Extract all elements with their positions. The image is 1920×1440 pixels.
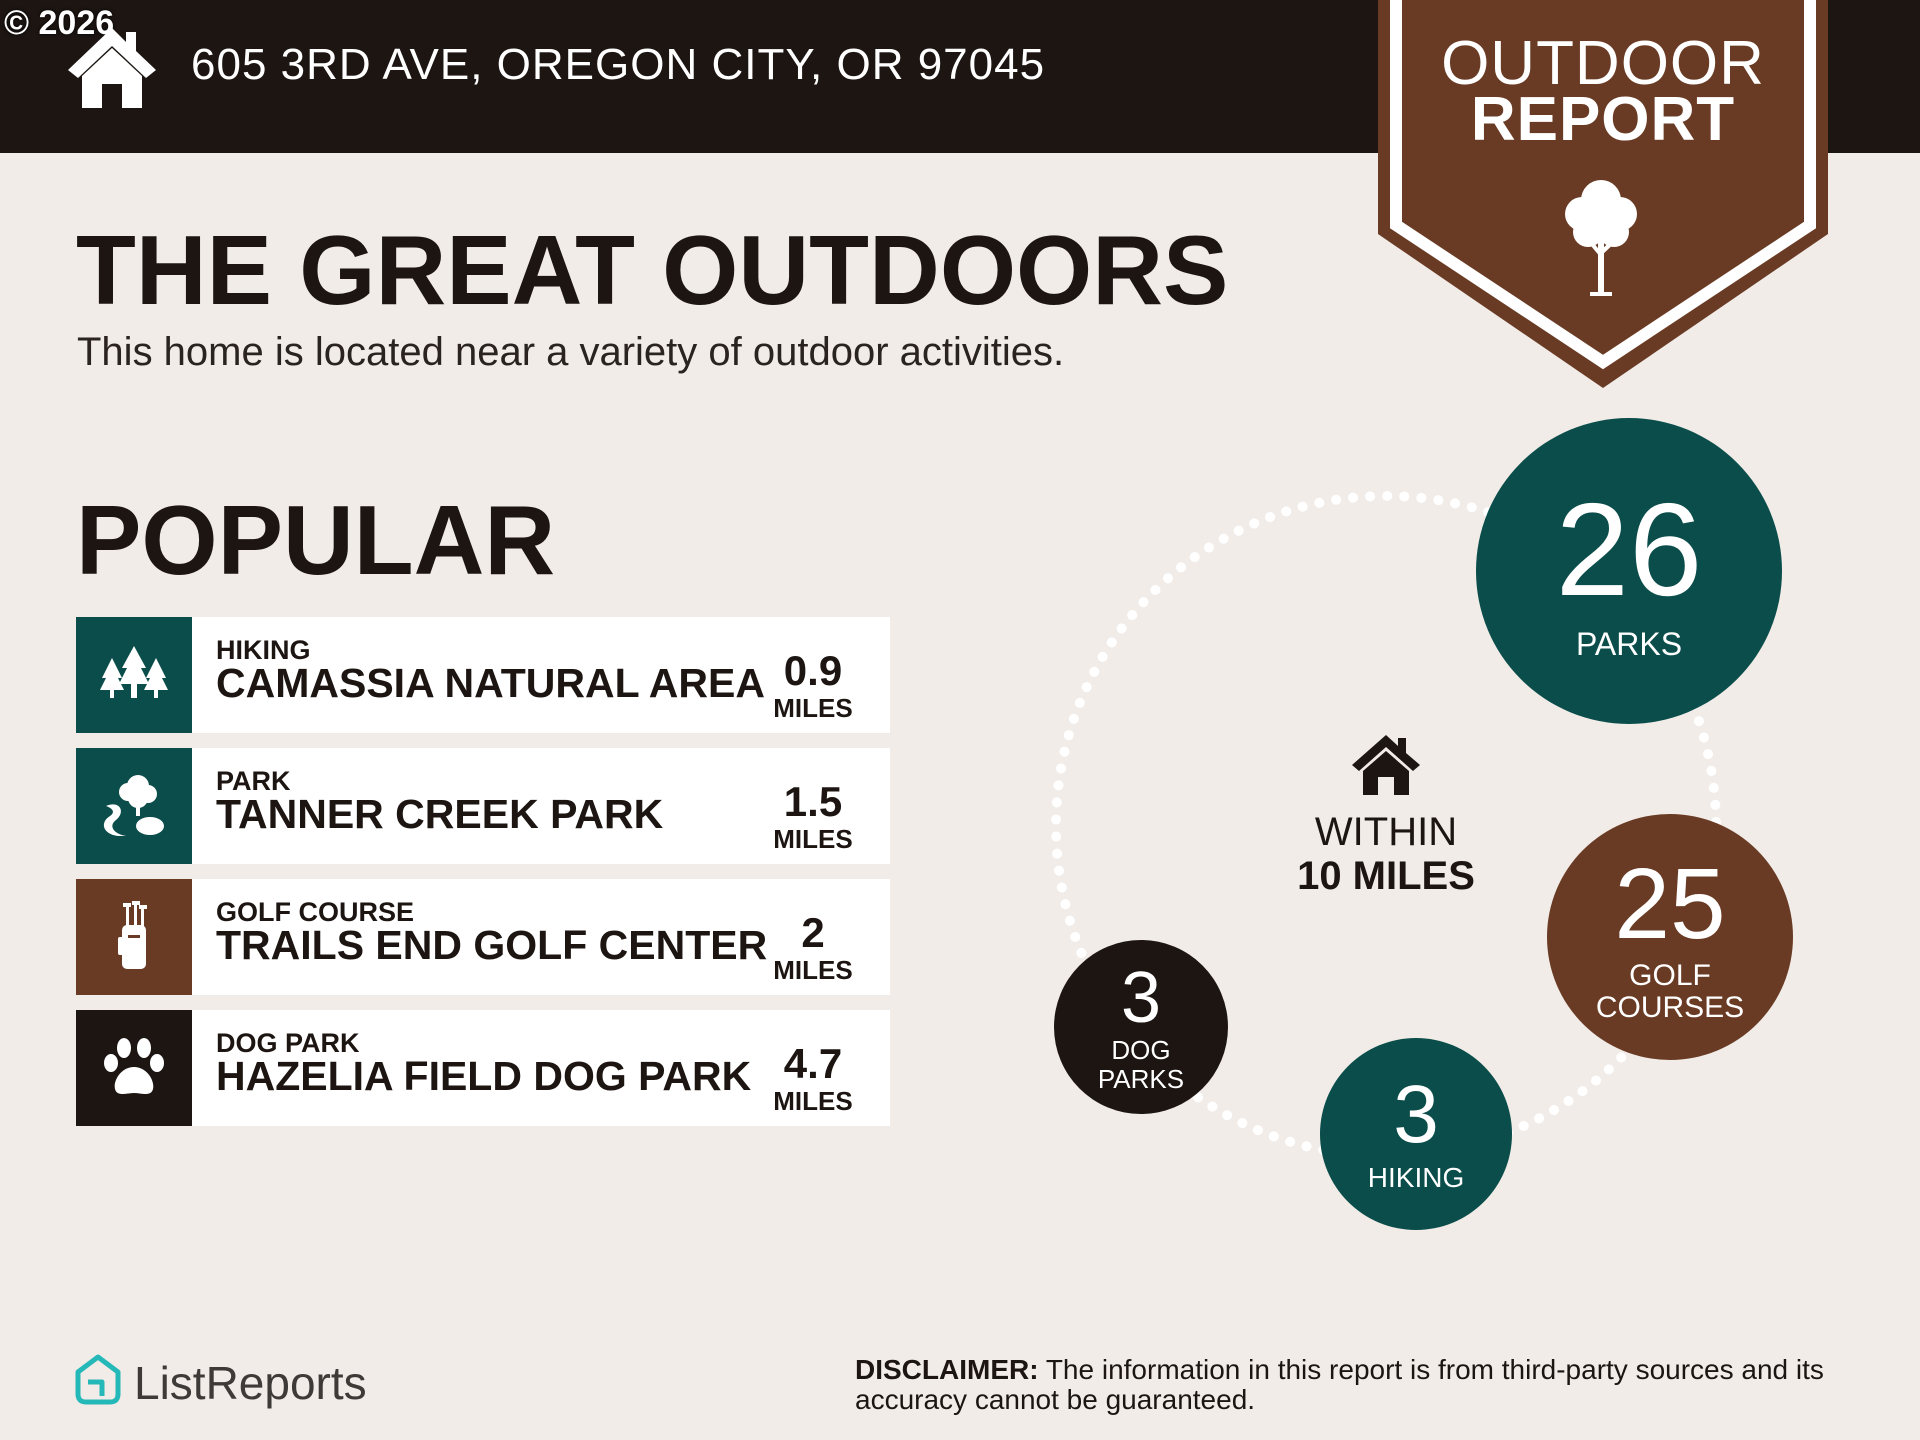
disclaimer-label: DISCLAIMER: — [855, 1354, 1039, 1385]
dog-parks-count: 3 — [1120, 958, 1162, 1038]
popular-section-title: POPULAR — [76, 485, 556, 595]
within-radius-label: WITHIN 10 MILES — [1260, 810, 1512, 898]
golf-icon-box — [76, 879, 192, 995]
item-name: CAMASSIA NATURAL AREA — [216, 660, 765, 706]
parks-label: PARKS — [1575, 626, 1683, 662]
badge-title: OUTDOOR REPORT — [1378, 29, 1828, 154]
tree-icon — [1565, 180, 1637, 296]
copyright-watermark: © 2026 — [4, 4, 115, 42]
within-line2: 10 MILES — [1297, 854, 1475, 898]
within-line1: WITHIN — [1314, 810, 1458, 854]
item-name: TANNER CREEK PARK — [216, 791, 664, 837]
badge-title-line2: REPORT — [1470, 85, 1736, 154]
item-distance-unit: MILES — [773, 1086, 853, 1116]
item-category: PARK — [216, 766, 291, 796]
item-category: HIKING — [216, 635, 311, 665]
parks-count-bubble: 26 PARKS — [1476, 418, 1782, 724]
list-item: HIKING CAMASSIA NATURAL AREA 0.9 MILES — [76, 617, 890, 733]
hiking-icon-box — [76, 617, 192, 733]
item-name: TRAILS END GOLF CENTER — [216, 922, 768, 968]
item-distance-unit: MILES — [773, 955, 853, 985]
listreports-logo-text: ListReports — [134, 1357, 367, 1409]
home-icon — [68, 28, 156, 108]
dog-parks-label-line2: PARKS — [1097, 1064, 1185, 1094]
dog-park-icon-box — [76, 1010, 192, 1126]
golf-label-line1: GOLF — [1629, 959, 1711, 992]
property-address: 605 3RD AVE, OREGON CITY, OR 97045 — [191, 40, 1046, 89]
item-distance-unit: MILES — [773, 824, 853, 854]
dog-parks-label-line1: DOG — [1111, 1035, 1171, 1065]
dog-parks-count-bubble: 3 DOG PARKS — [1054, 940, 1228, 1114]
disclaimer: DISCLAIMER: The information in this repo… — [855, 1355, 1865, 1415]
list-item: PARK TANNER CREEK PARK 1.5 MILES — [76, 748, 890, 864]
golf-bag-icon — [118, 901, 147, 969]
trees-icon — [100, 646, 168, 698]
golf-count: 25 — [1614, 848, 1726, 960]
hiking-label: HIKING — [1367, 1162, 1465, 1193]
item-distance: 0.9 — [783, 647, 843, 694]
item-distance: 4.7 — [783, 1040, 843, 1087]
page-title: THE GREAT OUTDOORS — [76, 215, 1229, 325]
hiking-count-bubble: 3 HIKING — [1320, 1038, 1512, 1230]
item-name: HAZELIA FIELD DOG PARK — [216, 1053, 752, 1099]
item-category: DOG PARK — [216, 1028, 360, 1058]
disclaimer-text: The information in this report is from t… — [855, 1354, 1824, 1415]
home-icon — [1352, 735, 1420, 795]
golf-label-line2: COURSES — [1595, 991, 1745, 1024]
list-item: DOG PARK HAZELIA FIELD DOG PARK 4.7 MILE… — [76, 1010, 890, 1126]
item-category: GOLF COURSE — [216, 897, 415, 927]
hiking-count: 3 — [1393, 1069, 1439, 1160]
paw-icon — [104, 1038, 164, 1094]
item-distance: 2 — [801, 909, 825, 956]
park-icon-box — [76, 748, 192, 864]
page-subtitle: This home is located near a variety of o… — [77, 330, 1065, 374]
list-item: GOLF COURSE TRAILS END GOLF CENTER 2 MIL… — [76, 879, 890, 995]
item-distance-unit: MILES — [773, 693, 853, 723]
listreports-logo-icon — [75, 1354, 121, 1405]
item-distance: 1.5 — [783, 778, 843, 825]
badge-title-line1: OUTDOOR — [1441, 29, 1765, 98]
parks-count: 26 — [1555, 476, 1703, 623]
park-icon — [103, 775, 164, 836]
golf-count-bubble: 25 GOLF COURSES — [1547, 814, 1793, 1060]
